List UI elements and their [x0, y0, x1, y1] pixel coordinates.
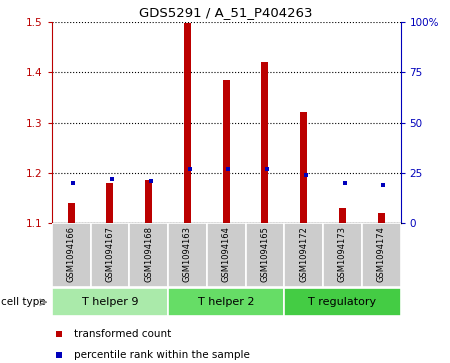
Text: GSM1094167: GSM1094167: [105, 226, 114, 282]
Bar: [207, 223, 246, 287]
Text: T regulatory: T regulatory: [308, 297, 377, 307]
Bar: [378, 213, 385, 223]
Bar: [246, 223, 284, 287]
Bar: [300, 113, 307, 223]
Text: GSM1094174: GSM1094174: [377, 226, 386, 282]
Bar: [90, 223, 129, 287]
Point: [341, 180, 348, 186]
Text: GSM1094172: GSM1094172: [299, 226, 308, 282]
Text: GSM1094164: GSM1094164: [221, 226, 230, 282]
Bar: [168, 223, 207, 287]
Text: percentile rank within the sample: percentile rank within the sample: [74, 350, 250, 360]
Bar: [106, 183, 113, 223]
Bar: [129, 223, 168, 287]
Bar: [52, 223, 90, 287]
Point: [264, 166, 271, 172]
Bar: [323, 223, 362, 287]
Text: GSM1094163: GSM1094163: [183, 226, 192, 282]
Bar: [284, 223, 323, 287]
Text: GSM1094168: GSM1094168: [144, 226, 153, 282]
Point: [302, 172, 310, 178]
Text: transformed count: transformed count: [74, 330, 171, 339]
Point: [186, 166, 194, 172]
Point: [70, 180, 77, 186]
Text: T helper 9: T helper 9: [81, 297, 138, 307]
Text: GSM1094165: GSM1094165: [261, 226, 270, 282]
Bar: [184, 23, 191, 223]
Point: [225, 166, 232, 172]
Text: cell type: cell type: [1, 297, 45, 307]
Bar: [52, 288, 168, 317]
Text: GSM1094166: GSM1094166: [67, 226, 76, 282]
Bar: [339, 208, 346, 223]
Title: GDS5291 / A_51_P404263: GDS5291 / A_51_P404263: [140, 6, 313, 19]
Point: [147, 178, 154, 184]
Bar: [261, 62, 268, 223]
Point: [286, 222, 293, 228]
Bar: [284, 288, 400, 317]
Text: T helper 2: T helper 2: [198, 297, 254, 307]
Bar: [362, 223, 400, 287]
Point: [286, 33, 293, 39]
Bar: [145, 180, 152, 223]
Point: [380, 182, 387, 188]
Bar: [168, 288, 284, 317]
Text: GSM1094173: GSM1094173: [338, 226, 347, 282]
Bar: [223, 80, 230, 223]
Point: [108, 176, 116, 182]
Bar: [68, 203, 75, 223]
